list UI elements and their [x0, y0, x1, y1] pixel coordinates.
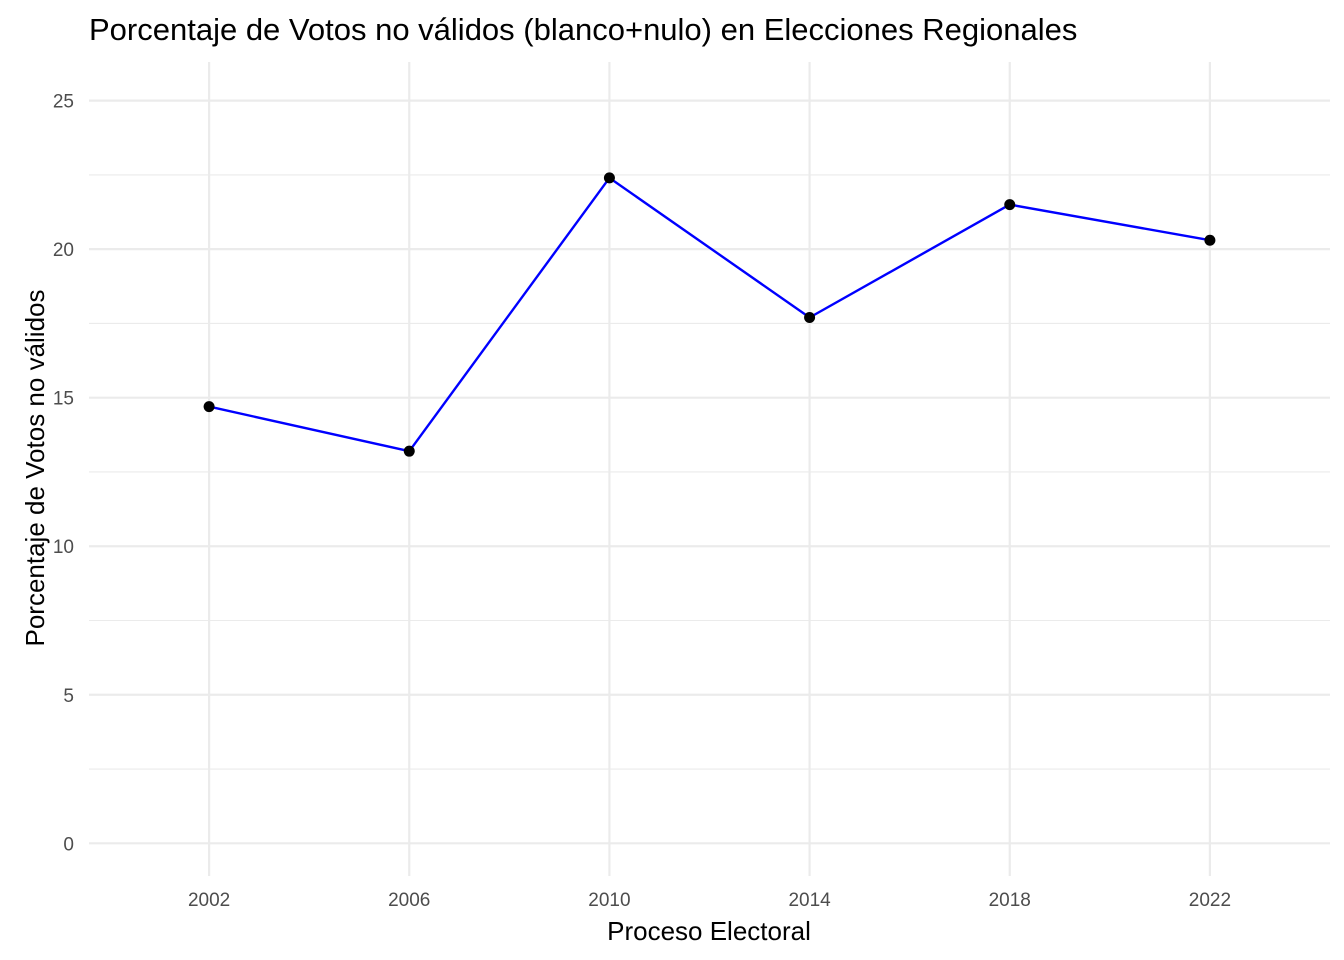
x-tick-label: 2010: [588, 890, 630, 911]
x-tick-label: 2022: [1189, 890, 1231, 911]
y-tick-label: 25: [53, 92, 74, 113]
data-point: [1204, 234, 1216, 246]
data-point: [804, 311, 816, 323]
x-axis-tick-labels: 2002 2006 2010 2014 2018 2022: [188, 890, 1231, 911]
series-line: [208, 176, 1211, 453]
data-point: [603, 172, 615, 184]
chart-title: Porcentaje de Votos no válidos (blanco+n…: [89, 12, 1077, 47]
x-tick-label: 2006: [388, 890, 430, 911]
x-tick-label: 2002: [188, 890, 230, 911]
y-tick-label: 5: [63, 686, 74, 707]
y-tick-label: 15: [53, 389, 74, 410]
x-axis-title: Proceso Electoral: [607, 916, 811, 946]
gridlines: [89, 62, 1330, 876]
y-tick-label: 10: [53, 537, 74, 558]
y-tick-label: 0: [63, 834, 74, 855]
data-point: [1004, 199, 1016, 211]
y-axis-title: Porcentaje de Votos no válidos: [20, 289, 50, 646]
data-point: [203, 401, 215, 413]
series-points: [203, 172, 1216, 457]
y-axis-tick-labels: 0 5 10 15 20 25: [53, 92, 74, 856]
x-tick-label: 2014: [788, 890, 831, 911]
series-lines: [208, 176, 1211, 453]
y-tick-label: 20: [53, 240, 74, 261]
x-tick-label: 2018: [989, 890, 1031, 911]
data-point: [403, 445, 415, 457]
